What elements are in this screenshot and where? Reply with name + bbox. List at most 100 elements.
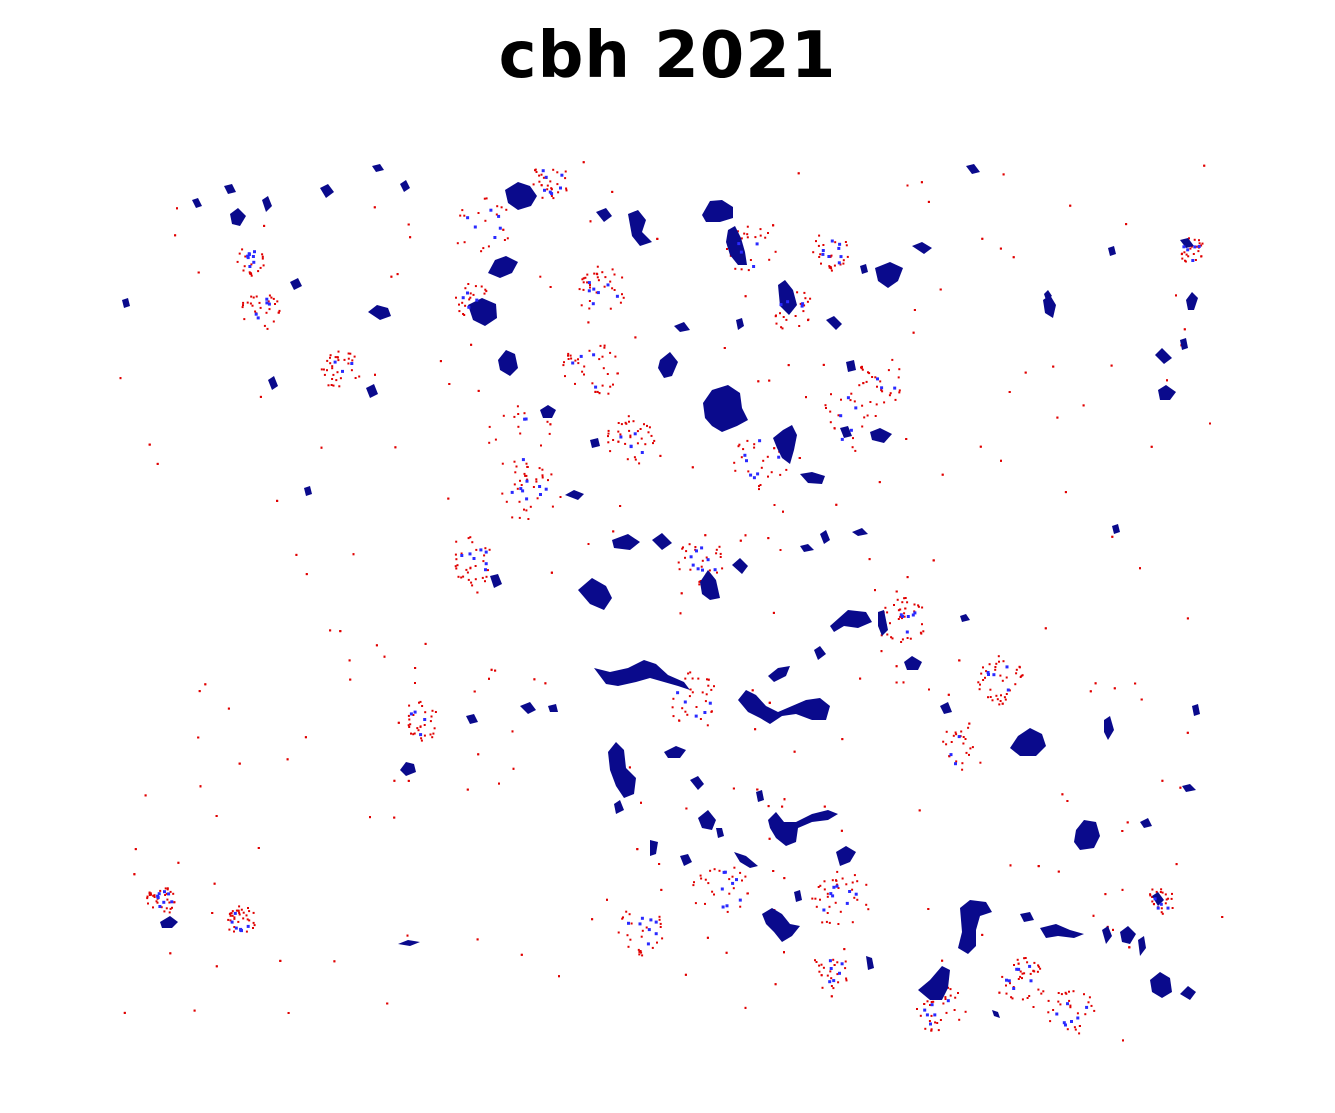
patch — [1010, 728, 1046, 756]
scatter-pixel — [358, 375, 361, 378]
scatter-pixel — [204, 683, 207, 686]
scatter-pixel — [941, 959, 944, 962]
scatter-pixel — [231, 910, 234, 913]
scatter-pixel — [629, 938, 632, 941]
patch-edge-pixel — [828, 959, 832, 963]
patch — [1186, 292, 1198, 310]
scatter-pixel — [227, 707, 230, 710]
scatter-pixel — [541, 476, 544, 479]
scatter-pixel — [535, 171, 538, 173]
patch-edge-pixel — [1070, 1020, 1073, 1023]
patch-edge-pixel — [706, 558, 710, 562]
scatter-pixel — [639, 428, 642, 430]
scatter-pixel — [1016, 958, 1019, 961]
scatter-pixel — [165, 892, 168, 895]
scatter-pixel — [511, 516, 514, 519]
scatter-pixel — [787, 364, 790, 367]
scatter-pixel — [1024, 957, 1027, 959]
scatter-pixel — [1028, 995, 1031, 997]
scatter-pixel — [169, 952, 172, 955]
scatter-pixel — [1183, 251, 1186, 254]
scatter-pixel — [323, 373, 326, 376]
scatter-pixel — [759, 484, 762, 486]
scatter-pixel — [197, 736, 200, 739]
scatter-pixel — [984, 676, 986, 679]
scatter-pixel — [705, 556, 708, 559]
scatter-pixel — [270, 296, 273, 299]
scatter-pixel — [1001, 975, 1004, 978]
scatter-pixel — [430, 715, 433, 718]
scatter-pixel — [245, 930, 248, 933]
scatter-pixel — [884, 606, 887, 609]
patch-edge-pixel — [413, 710, 417, 714]
scatter-pixel — [736, 230, 739, 233]
scatter-pixel — [954, 996, 957, 999]
scatter-pixel — [329, 354, 332, 357]
scatter-pixel — [1171, 892, 1173, 895]
scatter-pixel — [903, 597, 906, 600]
scatter-pixel — [867, 371, 869, 374]
scatter-pixel — [598, 358, 601, 361]
scatter-pixel — [684, 710, 687, 713]
scatter-pixel — [851, 888, 854, 891]
scatter-pixel — [1057, 1000, 1060, 1003]
scatter-pixel — [844, 967, 847, 970]
scatter-pixel — [861, 425, 864, 428]
scatter-pixel — [617, 931, 620, 934]
scatter-pixel — [1093, 1009, 1096, 1012]
scatter-pixel — [949, 994, 952, 997]
scatter-pixel — [1023, 957, 1026, 960]
scatter-pixel — [897, 618, 900, 620]
scatter-pixel — [485, 575, 488, 578]
scatter-pixel — [349, 352, 352, 355]
patch — [1158, 385, 1176, 400]
scatter-pixel — [1074, 1028, 1077, 1031]
scatter-pixel — [470, 581, 473, 584]
scatter-pixel — [836, 870, 839, 873]
scatter-pixel — [1019, 975, 1022, 978]
scatter-pixel — [252, 911, 255, 914]
patch-edge-pixel — [333, 360, 337, 364]
scatter-pixel — [544, 682, 547, 685]
scatter-pixel — [351, 359, 354, 362]
patch — [290, 278, 302, 290]
scatter-pixel — [728, 878, 731, 881]
scatter-pixel — [689, 688, 692, 691]
scatter-pixel — [119, 377, 122, 380]
scatter-pixel — [640, 437, 643, 440]
scatter-pixel — [1186, 617, 1189, 620]
patch-edge-pixel — [840, 962, 844, 966]
scatter-pixel — [396, 273, 399, 276]
scatter-pixel — [248, 910, 251, 913]
scatter-pixel — [853, 874, 856, 877]
patch-edge-pixel — [419, 733, 423, 737]
scatter-pixel — [168, 911, 171, 914]
scatter-pixel — [541, 474, 544, 477]
scatter-pixel — [424, 711, 427, 714]
scatter-pixel — [659, 926, 662, 928]
scatter-pixel — [739, 871, 742, 874]
scatter-pixel — [1036, 970, 1039, 973]
scatter-pixel — [233, 930, 235, 933]
scatter-pixel — [648, 426, 651, 429]
scatter-pixel — [820, 963, 823, 966]
patch — [658, 352, 678, 378]
scatter-pixel — [746, 892, 749, 895]
patch-edge-pixel — [627, 921, 630, 925]
scatter-pixel — [779, 473, 782, 476]
scatter-pixel — [815, 961, 818, 963]
scatter-pixel — [840, 398, 842, 401]
patch-edge-pixel — [854, 892, 858, 896]
scatter-pixel — [1021, 972, 1024, 975]
scatter-pixel — [1140, 698, 1143, 701]
patch-edge-pixel — [489, 208, 493, 212]
scatter-pixel — [322, 368, 325, 371]
scatter-pixel — [1005, 992, 1008, 995]
scatter-pixel — [1092, 914, 1095, 917]
scatter-pixel — [215, 815, 218, 817]
scatter-pixel — [1005, 693, 1008, 695]
scatter-pixel — [326, 369, 328, 372]
scatter-pixel — [923, 1003, 926, 1005]
patch-edge-pixel — [640, 451, 644, 454]
scatter-pixel — [694, 902, 697, 905]
